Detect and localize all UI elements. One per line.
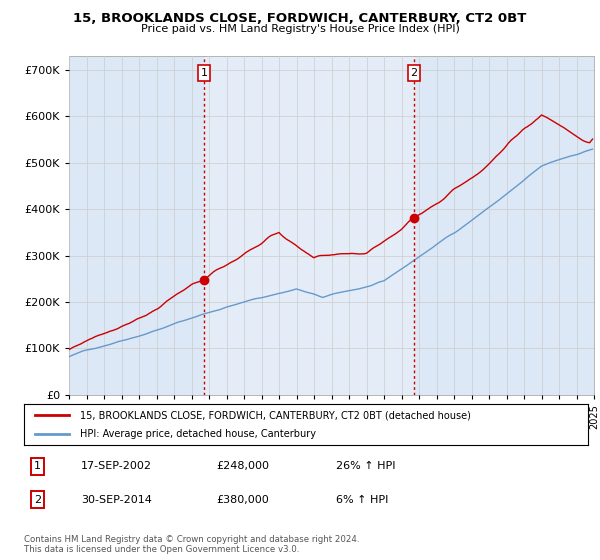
- Text: Contains HM Land Registry data © Crown copyright and database right 2024.
This d: Contains HM Land Registry data © Crown c…: [24, 535, 359, 554]
- Text: 1: 1: [34, 461, 41, 472]
- Text: 15, BROOKLANDS CLOSE, FORDWICH, CANTERBURY, CT2 0BT: 15, BROOKLANDS CLOSE, FORDWICH, CANTERBU…: [73, 12, 527, 25]
- Text: 30-SEP-2014: 30-SEP-2014: [81, 494, 152, 505]
- Text: 2: 2: [410, 68, 418, 78]
- Text: £248,000: £248,000: [216, 461, 269, 472]
- Text: Price paid vs. HM Land Registry's House Price Index (HPI): Price paid vs. HM Land Registry's House …: [140, 24, 460, 34]
- Text: £380,000: £380,000: [216, 494, 269, 505]
- Text: 1: 1: [200, 68, 208, 78]
- Text: HPI: Average price, detached house, Canterbury: HPI: Average price, detached house, Cant…: [80, 429, 316, 439]
- Text: 2: 2: [34, 494, 41, 505]
- Text: 6% ↑ HPI: 6% ↑ HPI: [336, 494, 388, 505]
- Text: 17-SEP-2002: 17-SEP-2002: [81, 461, 152, 472]
- Bar: [204, 56, 414, 395]
- Text: 15, BROOKLANDS CLOSE, FORDWICH, CANTERBURY, CT2 0BT (detached house): 15, BROOKLANDS CLOSE, FORDWICH, CANTERBU…: [80, 410, 471, 421]
- Text: 26% ↑ HPI: 26% ↑ HPI: [336, 461, 395, 472]
